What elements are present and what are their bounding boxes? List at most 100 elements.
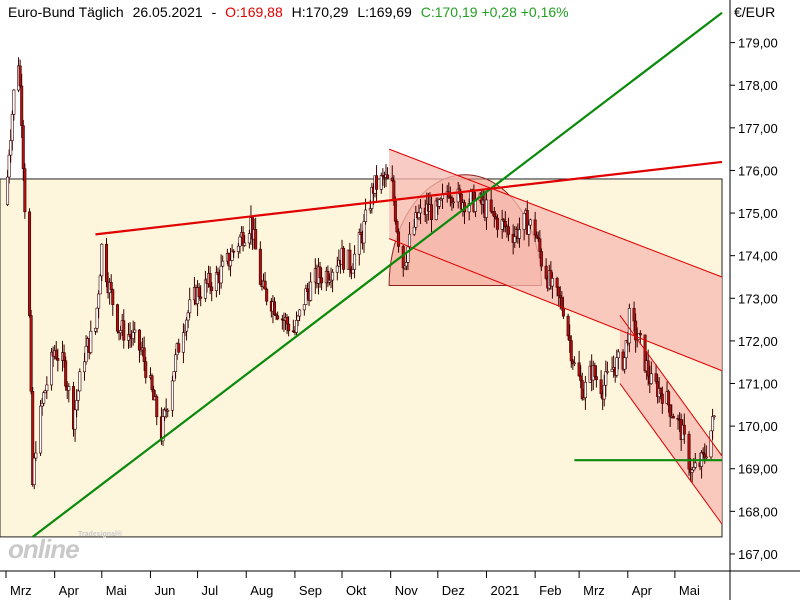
candle-body <box>503 221 507 228</box>
candle-body <box>285 317 289 325</box>
candle-body <box>34 452 38 459</box>
candle-body <box>693 462 697 468</box>
candle-body <box>89 331 93 353</box>
candle-body <box>29 315 33 392</box>
y-tick-label: 171,00 <box>738 377 778 392</box>
candle-body <box>181 332 185 353</box>
candle-body <box>243 242 247 246</box>
candle-body <box>45 384 49 392</box>
candle-body <box>513 236 517 243</box>
y-tick-label: 174,00 <box>738 249 778 264</box>
candle-body <box>535 234 539 239</box>
candle-body <box>318 266 322 279</box>
candle-body <box>569 340 573 362</box>
candle-body <box>404 262 408 267</box>
candle-body <box>594 376 598 381</box>
candle-body <box>50 351 54 386</box>
candle-body <box>602 384 606 400</box>
candle-body <box>624 340 628 359</box>
candle-body <box>660 393 664 404</box>
candle-body <box>230 250 234 261</box>
trend-channel <box>389 149 722 371</box>
candle-body <box>557 287 561 296</box>
candle-body <box>221 260 225 267</box>
candle-body <box>331 271 335 281</box>
candle-body <box>506 226 510 235</box>
candle-body <box>623 357 627 370</box>
candle-body <box>627 308 631 344</box>
y-tick-label: 177,00 <box>738 121 778 136</box>
x-tick-label: Mrz <box>10 583 32 598</box>
candle-body <box>539 251 543 267</box>
candle-body <box>6 176 10 205</box>
y-tick-label: 176,00 <box>738 163 778 178</box>
candle-body <box>492 211 496 217</box>
candle-body <box>94 327 98 332</box>
candle-body <box>174 354 178 372</box>
candle-body <box>229 260 233 267</box>
currency-label: €/EUR <box>734 4 776 20</box>
candle-body <box>170 380 174 411</box>
candle-body <box>632 308 636 322</box>
candle-body <box>566 315 570 337</box>
candle-body <box>54 350 58 359</box>
online-logo: online Tradesignal® <box>8 531 122 565</box>
candle-body <box>166 409 170 412</box>
candle-body <box>258 248 262 285</box>
y-tick-label: 175,00 <box>738 206 778 221</box>
candle-body <box>42 392 46 404</box>
candle-body <box>687 433 691 470</box>
candle-body <box>362 221 366 244</box>
candle-body <box>150 375 154 391</box>
candle-body <box>397 231 401 247</box>
x-tick-label: Aug <box>250 583 273 598</box>
logo-brand: online <box>8 534 80 564</box>
candle-body <box>593 365 597 377</box>
x-tick-label: Jul <box>202 583 219 598</box>
red-resistance-line <box>95 160 723 236</box>
candle-body <box>305 288 309 292</box>
candle-body <box>393 200 397 222</box>
y-tick-label: 179,00 <box>738 36 778 51</box>
x-tick-label: Mrz <box>583 583 605 598</box>
candle-body <box>12 89 16 115</box>
candle-body <box>654 373 658 382</box>
candle-body <box>616 351 620 358</box>
candle-body <box>67 386 71 391</box>
candle-body <box>309 281 313 301</box>
candle-body <box>335 265 339 273</box>
candle-body <box>646 360 650 377</box>
candle-body <box>408 233 412 248</box>
candle-body <box>78 371 82 392</box>
candle-body <box>682 424 686 435</box>
candle-body <box>95 307 99 329</box>
candle-body <box>177 343 181 353</box>
candle-body <box>111 289 115 305</box>
candle-body <box>572 362 576 365</box>
candle-body <box>430 204 434 220</box>
candle-body <box>247 233 251 244</box>
candle-body <box>583 381 587 398</box>
candle-body <box>172 371 176 382</box>
candle-body <box>56 358 60 361</box>
x-tick-label: Apr <box>59 583 80 598</box>
candle-body <box>100 243 104 277</box>
channel-upper-line <box>388 148 723 278</box>
candle-body <box>115 304 119 332</box>
candle-body <box>232 250 236 253</box>
candle-body <box>98 275 102 295</box>
candle-body <box>161 416 165 442</box>
candle-body <box>109 282 113 290</box>
candle-body <box>671 416 675 419</box>
candle-body <box>577 362 581 377</box>
candle-body <box>142 347 146 362</box>
candle-body <box>9 140 13 156</box>
candle-body <box>668 404 672 417</box>
candle-body <box>555 278 559 288</box>
candle-body <box>437 199 441 207</box>
quote-date: 26.05.2021 <box>132 4 203 20</box>
low-price: L:169,69 <box>357 4 412 20</box>
candle-body <box>667 391 671 406</box>
candle-body <box>528 219 532 226</box>
